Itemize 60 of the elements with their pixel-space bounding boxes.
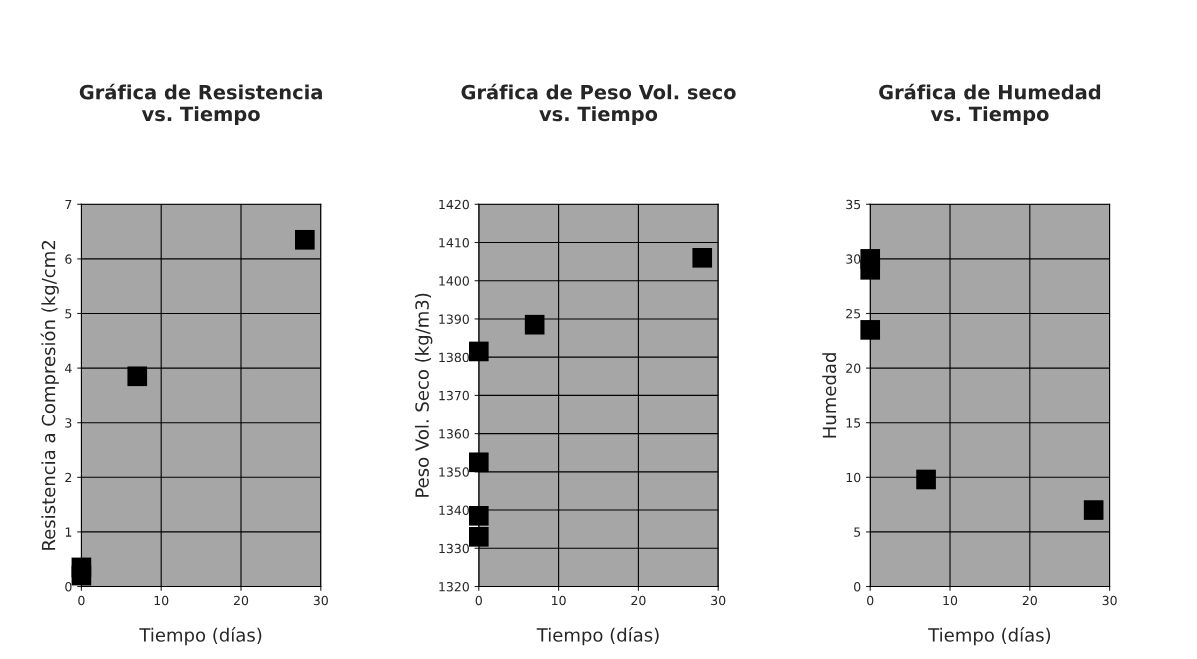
y-tick-label: 5 bbox=[854, 527, 861, 537]
point bbox=[1083, 500, 1104, 520]
x-tick-label: 10 bbox=[552, 595, 566, 606]
x-tick-label: 30 bbox=[711, 595, 726, 606]
chart-title: Gráfica de Resistencia vs. Tiempo bbox=[79, 83, 322, 125]
y-tick-label: 1390 bbox=[439, 314, 469, 324]
y-tick-label: 6 bbox=[65, 254, 72, 264]
point bbox=[295, 229, 315, 250]
y-tick-label: 3 bbox=[65, 418, 72, 428]
x-tick-label: 30 bbox=[1102, 595, 1117, 606]
y-tick-label: 1370 bbox=[439, 390, 469, 401]
x-tick-label: 20 bbox=[631, 595, 646, 606]
point bbox=[468, 505, 489, 526]
y-tick-label: 35 bbox=[846, 199, 861, 210]
y-tick-label: 0 bbox=[65, 581, 72, 592]
y-tick-label: 20 bbox=[846, 363, 861, 374]
point bbox=[860, 320, 881, 340]
y-tick-label: 1360 bbox=[439, 429, 469, 439]
point bbox=[468, 452, 489, 473]
y-tick-label: 7 bbox=[65, 199, 72, 210]
x-axis-title: Tiempo (días) bbox=[139, 627, 262, 646]
y-tick-label: 1410 bbox=[439, 237, 469, 248]
y-tick-label: 1380 bbox=[439, 352, 469, 363]
y-tick-label: 1420 bbox=[439, 199, 469, 210]
y-tick-label: 25 bbox=[846, 308, 861, 319]
point bbox=[468, 341, 489, 362]
chart-title: Gráfica de Humedad vs. Tiempo bbox=[879, 83, 1101, 125]
point bbox=[468, 527, 489, 547]
x-tick-label: 0 bbox=[867, 595, 874, 606]
point bbox=[692, 247, 713, 268]
point bbox=[127, 366, 148, 387]
y-tick-label: 10 bbox=[846, 472, 861, 483]
y-tick-label: 15 bbox=[846, 418, 861, 428]
y-tick-label: 2 bbox=[65, 472, 72, 483]
x-tick-label: 20 bbox=[233, 595, 249, 606]
chart-title: Gráfica de Peso Vol. seco vs. Tiempo bbox=[461, 83, 736, 125]
y-tick-label: 1330 bbox=[439, 543, 469, 554]
x-tick-label: 0 bbox=[475, 595, 482, 606]
y-tick-label: 5 bbox=[65, 309, 72, 319]
y-tick-label: 0 bbox=[854, 581, 861, 592]
y-tick-label: 1350 bbox=[439, 467, 469, 477]
y-axis-title: Humedad bbox=[822, 353, 837, 438]
x-axis-title: Tiempo (días) bbox=[536, 627, 659, 646]
y-tick-label: 4 bbox=[65, 363, 72, 373]
y-axis-title: Resistencia a Compresión (kg/cm2 bbox=[40, 241, 59, 550]
point bbox=[524, 314, 545, 335]
y-axis-title: Peso Vol. Seco (kg/m3) bbox=[414, 293, 433, 497]
point bbox=[916, 469, 936, 490]
point bbox=[71, 565, 92, 586]
x-tick-label: 10 bbox=[943, 595, 958, 606]
x-tick-label: 0 bbox=[78, 595, 85, 606]
x-axis-title: Tiempo (días) bbox=[928, 627, 1051, 646]
y-tick-label: 1340 bbox=[439, 505, 469, 515]
x-tick-label: 20 bbox=[1022, 595, 1037, 606]
point bbox=[860, 259, 881, 280]
y-tick-label: 1400 bbox=[439, 276, 469, 286]
x-tick-label: 10 bbox=[154, 595, 169, 606]
y-tick-label: 1 bbox=[65, 527, 72, 537]
x-tick-label: 30 bbox=[313, 595, 328, 606]
y-tick-label: 1320 bbox=[439, 581, 469, 592]
